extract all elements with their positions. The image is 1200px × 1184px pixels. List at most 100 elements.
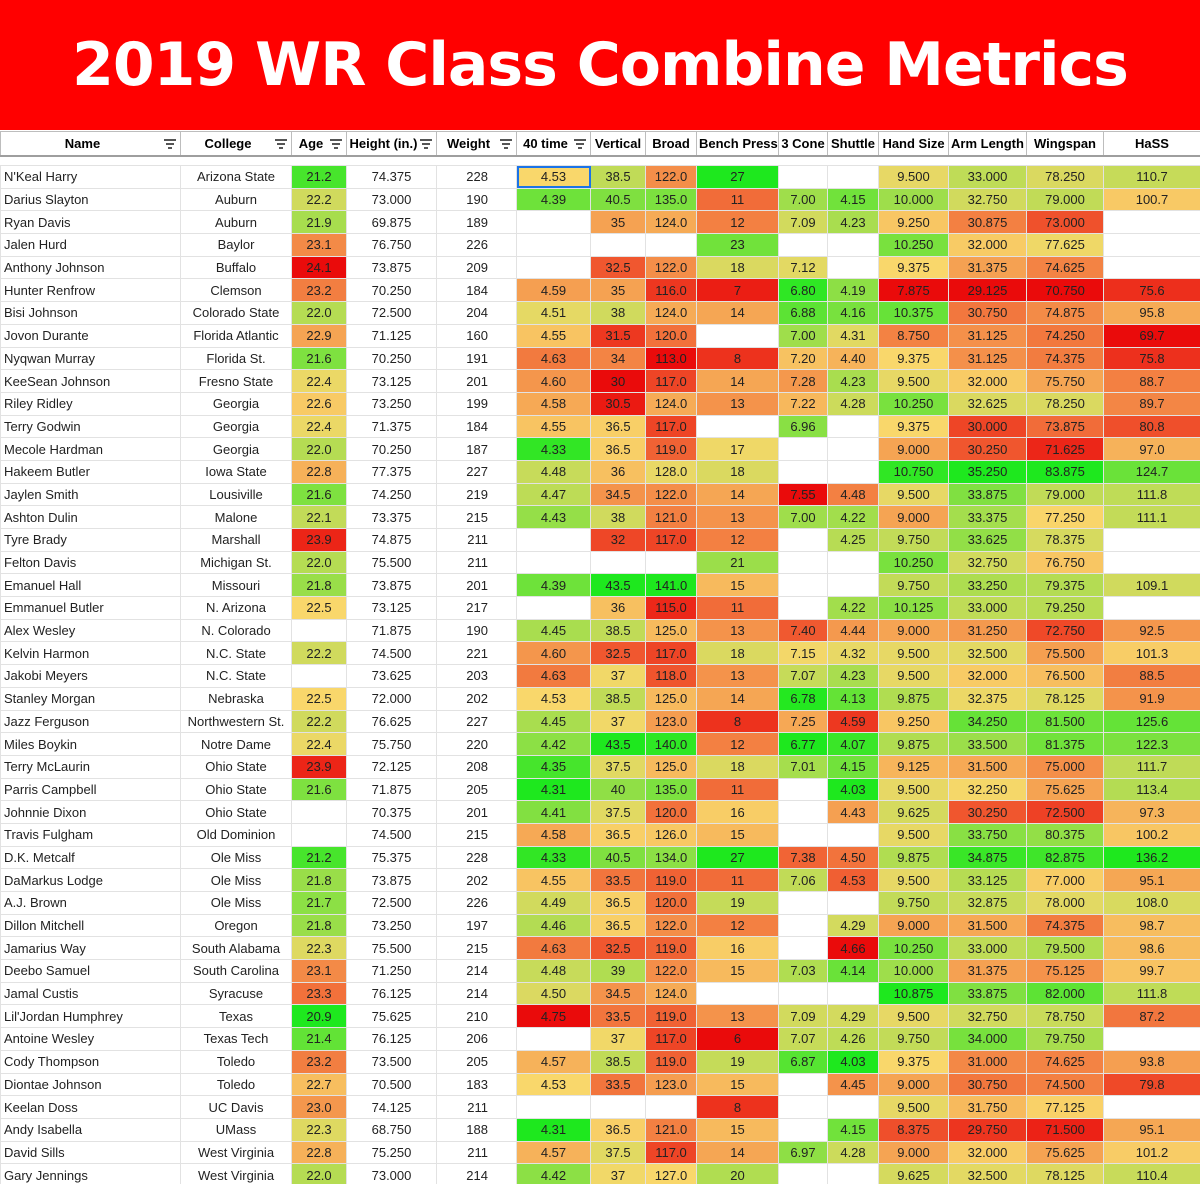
cell-forty[interactable] xyxy=(516,255,591,280)
cell-bench[interactable]: 21 xyxy=(696,550,779,575)
cell-vertical[interactable]: 36.5 xyxy=(590,822,646,847)
cell-broad[interactable]: 119.0 xyxy=(645,437,697,461)
cell-broad[interactable]: 119.0 xyxy=(645,936,697,961)
cell-forty[interactable]: 4.39 xyxy=(516,187,591,212)
cell-shuttle[interactable]: 4.23 xyxy=(827,664,879,688)
cell-bench[interactable]: 13 xyxy=(696,505,779,529)
cell-hass[interactable] xyxy=(1103,528,1200,552)
cell-age[interactable]: 22.4 xyxy=(291,414,347,439)
cell-hass[interactable]: 111.1 xyxy=(1103,505,1200,529)
cell-hand[interactable]: 9.500 xyxy=(878,1095,949,1119)
cell-name[interactable]: Hakeem Butler xyxy=(0,459,181,484)
cell-college[interactable]: Malone xyxy=(180,505,292,529)
cell-height[interactable]: 73.875 xyxy=(346,255,437,280)
cell-wing[interactable]: 76.750 xyxy=(1026,550,1104,575)
cell-age[interactable]: 21.2 xyxy=(291,845,347,870)
cell-age[interactable]: 22.1 xyxy=(291,505,347,529)
cell-shuttle[interactable]: 4.15 xyxy=(827,187,879,212)
cell-height[interactable]: 72.500 xyxy=(346,891,437,915)
cell-wing[interactable]: 73.000 xyxy=(1026,210,1104,235)
cell-hass[interactable] xyxy=(1103,550,1200,575)
cell-broad[interactable]: 121.0 xyxy=(645,1117,697,1142)
cell-college[interactable]: N. Colorado xyxy=(180,618,292,643)
cell-broad[interactable]: 122.0 xyxy=(645,959,697,983)
cell-wing[interactable]: 78.250 xyxy=(1026,165,1104,189)
cell-name[interactable]: Jalen Hurd xyxy=(0,233,181,257)
cell-wing[interactable]: 78.000 xyxy=(1026,891,1104,915)
cell-bench[interactable]: 15 xyxy=(696,959,779,983)
cell-cone[interactable]: 7.12 xyxy=(778,255,828,280)
cell-name[interactable]: Jamarius Way xyxy=(0,936,181,961)
cell-shuttle[interactable] xyxy=(827,891,879,915)
cell-weight[interactable]: 214 xyxy=(436,981,517,1006)
cell-cone[interactable]: 6.96 xyxy=(778,414,828,439)
cell-bench[interactable]: 11 xyxy=(696,187,779,212)
cell-wing[interactable]: 78.750 xyxy=(1026,1004,1104,1029)
cell-bench[interactable]: 15 xyxy=(696,1117,779,1142)
cell-wing[interactable]: 79.000 xyxy=(1026,482,1104,507)
cell-college[interactable]: Ole Miss xyxy=(180,868,292,892)
cell-hass[interactable]: 75.6 xyxy=(1103,278,1200,303)
cell-name[interactable]: Terry Godwin xyxy=(0,414,181,439)
cell-weight[interactable]: 228 xyxy=(436,845,517,870)
cell-broad[interactable]: 134.0 xyxy=(645,845,697,870)
cell-cone[interactable] xyxy=(778,936,828,961)
cell-forty[interactable]: 4.48 xyxy=(516,959,591,983)
cell-vertical[interactable]: 35 xyxy=(590,210,646,235)
cell-shuttle[interactable]: 4.23 xyxy=(827,369,879,393)
cell-hand[interactable]: 9.250 xyxy=(878,210,949,235)
cell-wing[interactable]: 78.125 xyxy=(1026,686,1104,711)
cell-forty[interactable]: 4.63 xyxy=(516,346,591,371)
cell-college[interactable]: West Virginia xyxy=(180,1163,292,1184)
cell-bench[interactable]: 8 xyxy=(696,709,779,734)
filter-icon[interactable] xyxy=(275,139,287,149)
cell-wing[interactable]: 74.625 xyxy=(1026,1049,1104,1074)
cell-hass[interactable] xyxy=(1103,233,1200,257)
cell-height[interactable]: 69.875 xyxy=(346,210,437,235)
cell-hass[interactable] xyxy=(1103,1027,1200,1051)
cell-college[interactable]: N.C. State xyxy=(180,664,292,688)
cell-broad[interactable]: 121.0 xyxy=(645,505,697,529)
cell-broad[interactable] xyxy=(645,1095,697,1119)
cell-broad[interactable]: 122.0 xyxy=(645,255,697,280)
cell-vertical[interactable]: 38.5 xyxy=(590,1049,646,1074)
cell-age[interactable]: 22.4 xyxy=(291,369,347,393)
cell-broad[interactable]: 140.0 xyxy=(645,732,697,756)
cell-age[interactable]: 22.7 xyxy=(291,1072,347,1097)
cell-weight[interactable]: 226 xyxy=(436,233,517,257)
cell-height[interactable]: 73.000 xyxy=(346,187,437,212)
cell-height[interactable]: 76.125 xyxy=(346,981,437,1006)
cell-forty[interactable]: 4.63 xyxy=(516,936,591,961)
cell-vertical[interactable]: 43.5 xyxy=(590,573,646,598)
cell-name[interactable]: Deebo Samuel xyxy=(0,959,181,983)
cell-broad[interactable]: 124.0 xyxy=(645,301,697,325)
cell-arm[interactable]: 35.250 xyxy=(948,459,1027,484)
cell-wing[interactable]: 74.875 xyxy=(1026,301,1104,325)
cell-age[interactable]: 21.4 xyxy=(291,1027,347,1051)
cell-hass[interactable]: 136.2 xyxy=(1103,845,1200,870)
cell-wing[interactable]: 74.625 xyxy=(1026,255,1104,280)
cell-college[interactable]: Missouri xyxy=(180,573,292,598)
cell-hand[interactable]: 10.875 xyxy=(878,981,949,1006)
cell-height[interactable]: 74.875 xyxy=(346,528,437,552)
cell-vertical[interactable]: 37.5 xyxy=(590,754,646,779)
cell-name[interactable]: Cody Thompson xyxy=(0,1049,181,1074)
cell-bench[interactable] xyxy=(696,414,779,439)
cell-cone[interactable]: 6.77 xyxy=(778,732,828,756)
cell-cone[interactable] xyxy=(778,1072,828,1097)
cell-weight[interactable]: 201 xyxy=(436,800,517,824)
cell-cone[interactable]: 6.88 xyxy=(778,301,828,325)
cell-height[interactable]: 73.125 xyxy=(346,596,437,620)
cell-age[interactable]: 22.9 xyxy=(291,323,347,348)
cell-arm[interactable]: 33.000 xyxy=(948,596,1027,620)
cell-vertical[interactable]: 34.5 xyxy=(590,482,646,507)
cell-name[interactable]: Diontae Johnson xyxy=(0,1072,181,1097)
cell-wing[interactable]: 74.375 xyxy=(1026,346,1104,371)
cell-forty[interactable] xyxy=(516,528,591,552)
cell-name[interactable]: Riley Ridley xyxy=(0,391,181,416)
cell-cone[interactable] xyxy=(778,437,828,461)
cell-wing[interactable]: 79.750 xyxy=(1026,1027,1104,1051)
cell-college[interactable]: Arizona State xyxy=(180,165,292,189)
column-header-wing[interactable]: Wingspan xyxy=(1026,131,1104,157)
cell-college[interactable]: Ohio State xyxy=(180,754,292,779)
